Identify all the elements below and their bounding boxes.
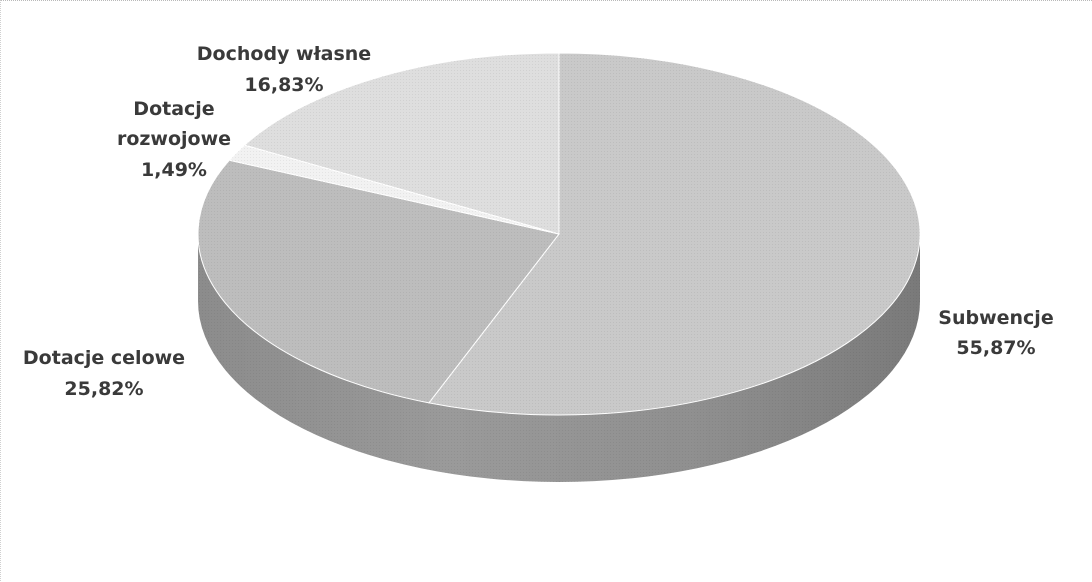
label-subwencje-value: 55,87% xyxy=(956,337,1035,359)
slice-label-subwencje: Subwencje 55,87% xyxy=(938,307,1053,359)
pie-top-texture xyxy=(198,53,920,415)
slice-label-dotacje-celowe: Dotacje celowe 25,82% xyxy=(23,347,185,400)
label-dochody-wlasne-name: Dochody własne xyxy=(197,43,371,65)
label-dotacje-celowe-name: Dotacje celowe xyxy=(23,347,185,369)
label-dochody-wlasne-value: 16,83% xyxy=(244,74,323,96)
slice-label-dotacje-rozwojowe: Dotacje rozwojowe 1,49% xyxy=(117,98,231,181)
slice-label-dochody-wlasne: Dochody własne 16,83% xyxy=(197,43,371,96)
label-dotacje-rozwojowe-line1: Dotacje xyxy=(133,98,214,120)
label-subwencje-name: Subwencje xyxy=(938,307,1053,329)
pie-side-texture xyxy=(198,234,920,482)
label-dotacje-rozwojowe-line2: rozwojowe xyxy=(117,128,231,150)
label-dotacje-celowe-value: 25,82% xyxy=(64,378,143,400)
label-dotacje-rozwojowe-value: 1,49% xyxy=(141,159,207,181)
